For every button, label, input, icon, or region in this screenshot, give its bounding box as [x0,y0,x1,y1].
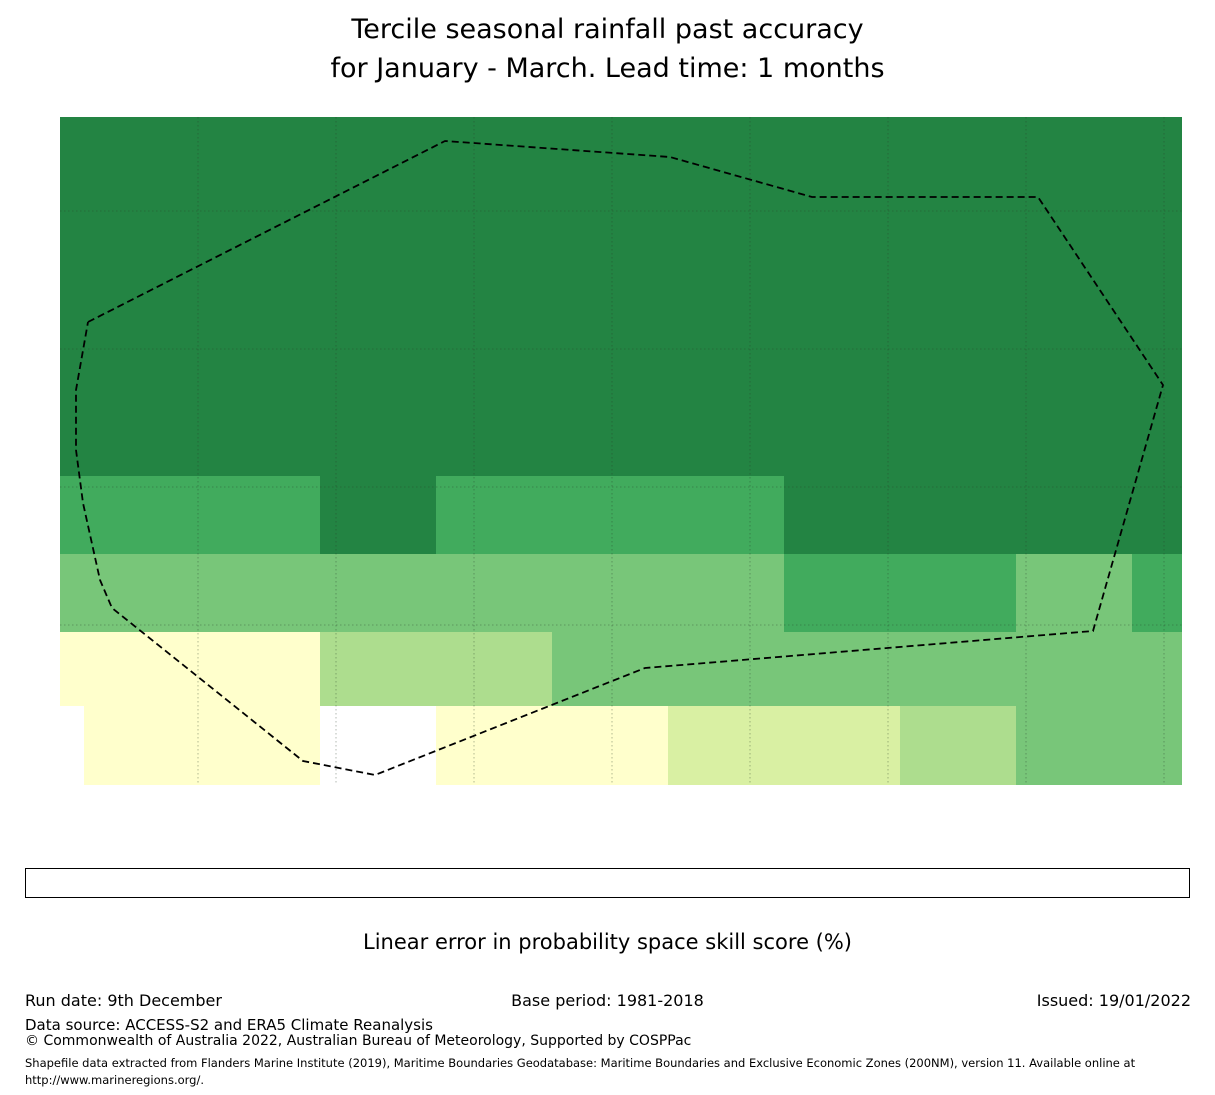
base-period-text: Base period: 1981-2018 [511,991,704,1010]
map-cell [900,706,1016,785]
map-cell [784,476,1182,554]
copyright-text: © Commonwealth of Australia 2022, Austra… [25,1033,692,1049]
chart-title: Tercile seasonal rainfall past accuracy … [0,10,1215,88]
map-cell [1132,554,1182,632]
map-cell [1016,706,1182,785]
issued-date-text: Issued: 19/01/2022 [1036,991,1191,1010]
map-cell [320,706,436,785]
map-cell [1016,554,1132,632]
eez-boundary-line [75,140,1164,776]
map-cell [60,706,84,785]
shapefile-credit-line1: Shapefile data extracted from Flanders M… [25,1056,1136,1070]
map-cell [784,554,1016,632]
map-plot-area [60,117,1182,785]
map-overlay [60,117,1182,785]
map-cell [60,554,784,632]
map-cell [436,476,784,554]
colorbar [25,868,1190,898]
map-cell [60,117,1182,476]
map-cell [84,706,320,785]
run-date-text: Run date: 9th December [25,991,222,1010]
map-cell [320,476,436,554]
shapefile-credit-line2: http://www.marineregions.org/. [25,1073,204,1087]
map-cell [552,632,1182,706]
map-cell [668,706,900,785]
data-source-text: Data source: ACCESS-S2 and ERA5 Climate … [25,1016,433,1034]
chart-title-line2: for January - March. Lead time: 1 months [330,53,885,84]
map-cell [436,706,668,785]
map-cell [60,476,320,554]
chart-title-line1: Tercile seasonal rainfall past accuracy [351,14,864,45]
map-cell [60,632,320,706]
map-cell [320,632,552,706]
colorbar-axis-label: Linear error in probability space skill … [363,930,852,954]
shapefile-credit-text: Shapefile data extracted from Flanders M… [25,1055,1195,1089]
